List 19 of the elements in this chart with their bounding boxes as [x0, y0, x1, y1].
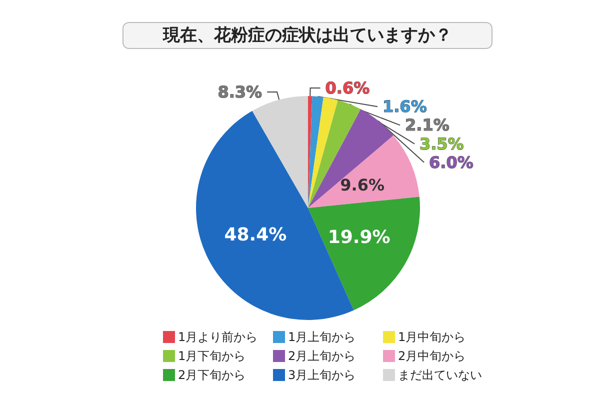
- data-label: 2.1%: [405, 116, 450, 135]
- legend-label: 3月上旬から: [288, 368, 356, 382]
- data-label: 0.6%: [325, 78, 370, 98]
- data-label: 8.3%: [218, 82, 262, 102]
- data-label: 1.6%: [382, 97, 427, 116]
- legend-label: まだ出ていない: [398, 368, 482, 382]
- legend-label: 1月上旬から: [288, 330, 356, 344]
- data-label: 3.5%: [419, 134, 464, 154]
- data-label: 48.4%: [224, 224, 287, 246]
- data-label: 6.0%: [429, 152, 474, 172]
- legend-label: 2月上旬から: [288, 349, 356, 363]
- legend-label: 1月中旬から: [398, 330, 466, 344]
- chart-title: 現在、花粉症の症状は出ていますか？: [162, 26, 452, 46]
- data-label: 9.6%: [340, 175, 384, 194]
- legend-label: 2月中旬から: [398, 349, 466, 363]
- data-label: 19.9%: [328, 227, 390, 248]
- legend-label: 1月下旬から: [178, 349, 246, 363]
- legend-label: 2月下旬から: [178, 368, 246, 382]
- legend-label: 1月より前から: [178, 330, 258, 344]
